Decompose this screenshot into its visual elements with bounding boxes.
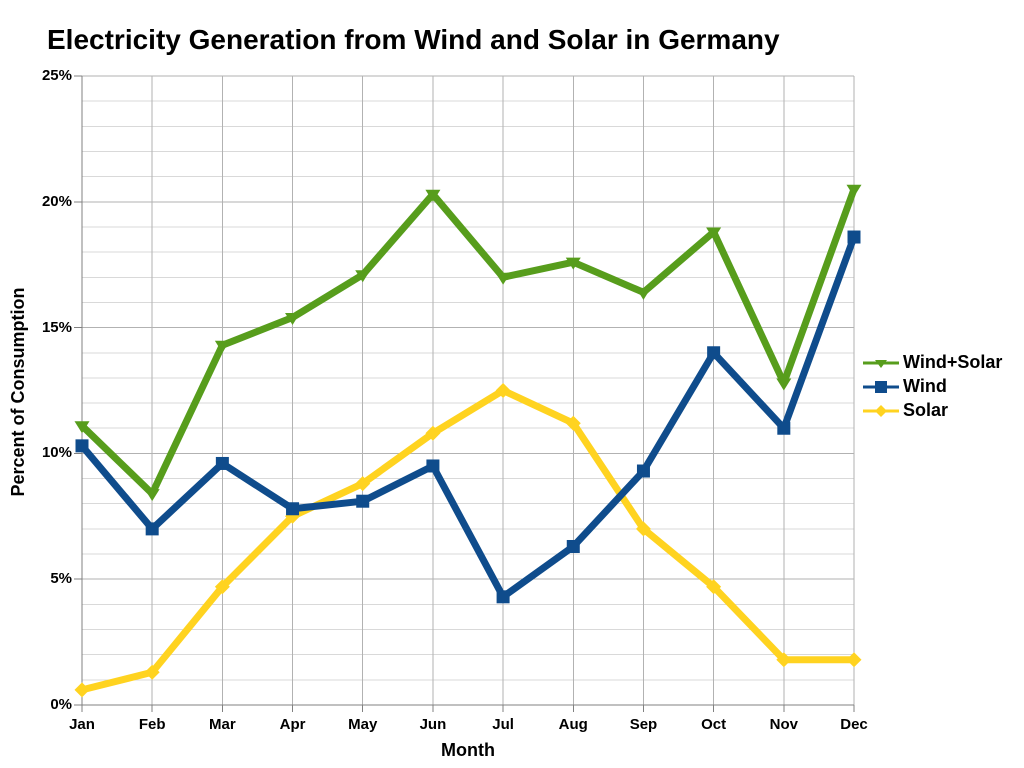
y-axis-title: Percent of Consumption <box>8 287 28 497</box>
legend-wind-solar-marker-icon <box>863 359 899 368</box>
data-point-marker <box>846 652 862 668</box>
data-point-marker <box>356 494 370 508</box>
data-point-marker <box>635 521 651 537</box>
x-tick-label: Jun <box>419 716 447 733</box>
y-tick-label: 25% <box>41 67 72 84</box>
data-point-marker <box>214 579 230 595</box>
x-tick-label: Aug <box>558 716 588 733</box>
data-point-marker <box>707 346 721 360</box>
data-point-marker <box>565 415 581 431</box>
data-point-marker <box>144 489 160 502</box>
x-tick-label: Jul <box>492 716 514 733</box>
x-tick-label: May <box>348 716 378 733</box>
data-point-marker <box>635 287 651 300</box>
legend-item-solar: Solar <box>862 400 1002 421</box>
data-point-marker <box>355 476 371 492</box>
data-point-marker <box>495 272 511 285</box>
data-point-marker <box>565 257 581 270</box>
series-solar <box>74 383 862 698</box>
data-point-marker <box>74 682 90 698</box>
x-tick-label: Sep <box>629 716 658 733</box>
data-point-marker <box>566 539 580 553</box>
data-point-marker <box>285 313 301 326</box>
x-tick-label: Nov <box>769 716 798 733</box>
axes <box>74 75 855 712</box>
data-point-marker <box>215 456 229 470</box>
data-point-marker <box>495 383 511 398</box>
legend-wind-marker-icon <box>863 380 899 393</box>
y-tick-label: 0% <box>50 696 72 713</box>
x-tick-label: Feb <box>138 716 166 733</box>
legend-item-wind: Wind <box>862 376 1002 397</box>
y-tick-label: 10% <box>41 444 72 462</box>
legend: Wind+Solar Wind Solar <box>862 352 1002 421</box>
legend-solar-marker-icon <box>863 404 899 417</box>
data-point-marker <box>777 421 791 435</box>
series-line-wind-solar <box>79 188 858 498</box>
y-tick-label: 5% <box>50 570 72 588</box>
legend-item-wind-solar: Wind+Solar <box>862 352 1002 373</box>
data-point-marker <box>776 378 792 391</box>
data-point-marker <box>847 230 861 244</box>
y-tick-label: 15% <box>41 318 72 336</box>
x-tick-label: Jan <box>69 716 95 733</box>
data-point-marker <box>75 439 89 453</box>
data-point-marker <box>426 459 440 473</box>
data-point-marker <box>425 425 441 441</box>
x-tick-label: Apr <box>279 716 306 733</box>
data-point-marker <box>846 184 862 197</box>
data-point-marker <box>144 664 160 680</box>
data-point-marker <box>355 270 371 283</box>
data-point-marker <box>496 590 510 604</box>
x-tick-label: Mar <box>209 716 236 733</box>
x-axis-title: Month <box>441 740 495 760</box>
legend-label: Wind+Solar <box>903 352 1003 372</box>
data-point-marker <box>74 421 90 434</box>
data-point-marker <box>145 522 159 536</box>
legend-label: Wind <box>903 376 947 396</box>
data-point-marker <box>214 340 230 353</box>
data-point-marker <box>425 189 441 202</box>
series-wind <box>75 230 861 604</box>
x-tick-label: Oct <box>701 716 727 733</box>
data-point-marker <box>706 579 722 595</box>
data-point-marker <box>286 502 300 516</box>
series-line-wind <box>79 235 858 601</box>
data-point-marker <box>776 652 792 668</box>
series-line-solar <box>81 387 854 694</box>
series-wind-solar <box>74 184 862 502</box>
data-point-marker <box>636 464 650 478</box>
chart-title: Electricity Generation from Wind and Sol… <box>47 24 780 55</box>
y-tick-label: 20% <box>41 192 72 210</box>
x-tick-label: Dec <box>840 716 868 733</box>
data-point-marker <box>706 227 722 240</box>
legend-label: Solar <box>903 400 949 420</box>
